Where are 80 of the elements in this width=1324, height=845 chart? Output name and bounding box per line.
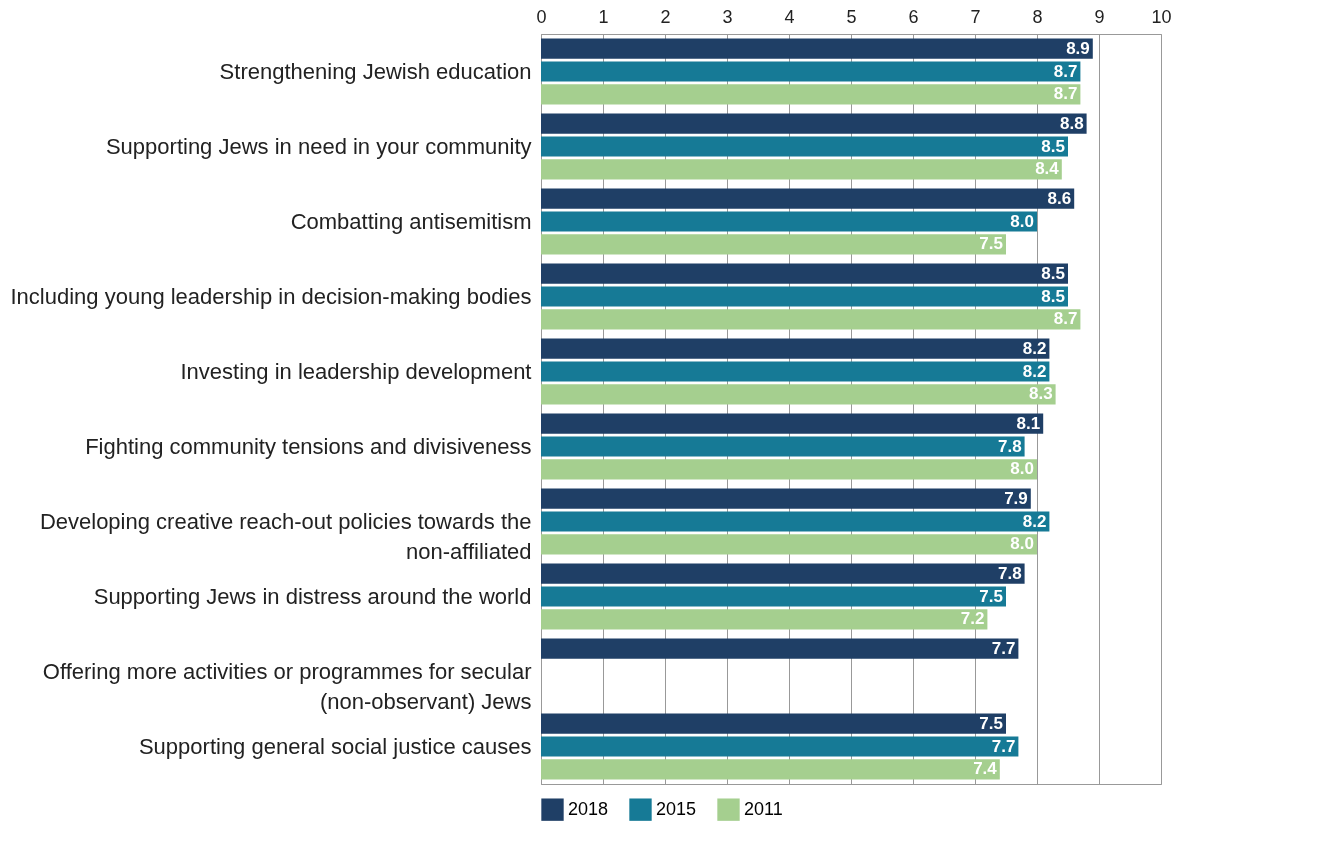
bar (541, 234, 1006, 255)
data-label: 8.5 (1041, 136, 1065, 156)
y-tick-label: Combatting antisemitism (290, 208, 532, 234)
y-tick-label: Strengthening Jewish education (219, 58, 532, 84)
data-label: 8.4 (1035, 159, 1060, 179)
legend-label: 2015 (656, 798, 697, 819)
data-label: 7.7 (991, 638, 1016, 658)
bar (541, 511, 1050, 532)
bar (541, 338, 1050, 359)
legend-label: 2011 (744, 798, 783, 819)
bar (541, 459, 1037, 480)
bar (541, 286, 1068, 307)
legend-label: 2018 (568, 798, 609, 819)
y-tick-label: Developing creative reach-out policies towards the non-affiliated (39, 508, 532, 564)
data-label: 7.5 (979, 586, 1003, 606)
data-label: 8.5 (1041, 263, 1065, 283)
bar (541, 188, 1075, 209)
bar (541, 211, 1037, 232)
y-tick-label: Supporting Jews in need in your community (105, 133, 532, 159)
x-tick-label: 4 (784, 6, 795, 27)
x-tick-label: 0 (536, 6, 547, 27)
bar (541, 263, 1068, 284)
data-label: 7.5 (979, 234, 1003, 254)
bar (541, 361, 1050, 382)
y-tick-label: Supporting Jews in distress around the world (93, 583, 532, 609)
data-label: 7.5 (979, 713, 1003, 733)
data-label: 8.7 (1053, 309, 1078, 329)
data-label: 8.3 (1028, 384, 1053, 404)
bar (541, 713, 1006, 734)
x-tick-label: 8 (1032, 6, 1043, 27)
bar (541, 413, 1044, 434)
data-label: 7.8 (997, 563, 1022, 583)
bar (541, 436, 1025, 457)
x-tick-label: 2 (660, 6, 671, 27)
bar (541, 563, 1025, 584)
bar (541, 136, 1068, 157)
y-tick-label: Fighting community tensions and divisiveness (85, 433, 532, 459)
bar (541, 38, 1093, 59)
y-tick-label: Offering more activities or programmes for secular (non-observant) Jews (42, 658, 532, 714)
bar (541, 488, 1031, 509)
x-tick-label: 6 (908, 6, 919, 27)
bar (541, 113, 1087, 134)
bar (541, 586, 1006, 607)
bar (541, 309, 1081, 330)
data-label: 8.0 (1010, 459, 1034, 479)
data-label: 8.2 (1022, 511, 1047, 531)
x-tick-label: 9 (1094, 6, 1105, 27)
bar (541, 736, 1019, 757)
data-label: 8.6 (1047, 188, 1072, 208)
data-label: 8.0 (1010, 211, 1034, 231)
x-tick-label: 10 (1151, 6, 1172, 27)
data-label: 8.0 (1010, 534, 1034, 554)
x-tick-label: 3 (722, 6, 733, 27)
data-label: 8.9 (1066, 38, 1090, 58)
bar (541, 61, 1081, 82)
data-label: 7.2 (960, 609, 985, 629)
data-label: 8.7 (1053, 84, 1078, 104)
data-label: 8.1 (1016, 413, 1041, 433)
bar (541, 534, 1037, 555)
data-label: 7.8 (997, 436, 1022, 456)
data-label: 8.5 (1041, 286, 1065, 306)
data-label: 7.9 (1004, 488, 1028, 508)
bar (541, 159, 1062, 180)
y-tick-label: Including young leadership in decision-making bodies (10, 283, 532, 309)
bar (541, 609, 988, 630)
y-tick-label: Supporting general social justice causes (138, 733, 532, 759)
bar (541, 84, 1081, 105)
data-label: 7.7 (991, 736, 1016, 756)
x-tick-label: 7 (970, 6, 981, 27)
data-label: 8.8 (1059, 113, 1084, 133)
x-tick-label: 1 (598, 6, 609, 27)
x-tick-label: 5 (846, 6, 857, 27)
data-label: 8.7 (1053, 61, 1078, 81)
bar (541, 759, 1000, 780)
data-label: 8.2 (1022, 361, 1047, 381)
data-label: 7.4 (973, 759, 998, 779)
data-label: 8.2 (1022, 338, 1047, 358)
bar (541, 384, 1056, 405)
y-tick-label: Investing in leadership development (180, 358, 532, 384)
bar (541, 638, 1019, 659)
